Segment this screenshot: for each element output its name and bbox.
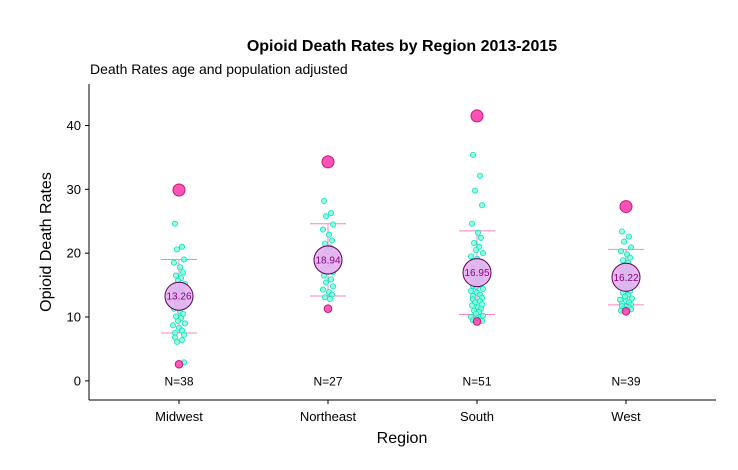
max-point bbox=[172, 183, 186, 197]
group-south: 16.95 N=51 bbox=[459, 109, 495, 388]
data-point bbox=[321, 240, 328, 247]
data-point bbox=[621, 238, 628, 245]
data-point bbox=[468, 302, 475, 309]
data-point bbox=[329, 221, 336, 228]
data-point bbox=[467, 287, 474, 294]
data-point bbox=[325, 231, 332, 238]
x-tick-label: South bbox=[460, 409, 494, 424]
y-tick-label: 0 bbox=[74, 373, 81, 388]
mean-label: 16.95 bbox=[464, 268, 489, 279]
data-point bbox=[469, 151, 476, 158]
data-point bbox=[176, 264, 183, 271]
data-point bbox=[327, 209, 334, 216]
data-point bbox=[476, 172, 483, 179]
data-point bbox=[326, 296, 333, 303]
data-point bbox=[171, 220, 178, 227]
data-point bbox=[479, 250, 486, 257]
data-point bbox=[178, 336, 185, 343]
data-point bbox=[470, 239, 477, 246]
data-point bbox=[321, 294, 328, 301]
data-point bbox=[328, 237, 335, 244]
mean-marker bbox=[611, 262, 641, 292]
mean-label: 16.22 bbox=[613, 273, 638, 284]
mean-marker bbox=[462, 258, 492, 288]
data-point bbox=[320, 197, 327, 204]
min-point bbox=[323, 304, 333, 314]
x-axis-title: Region bbox=[377, 430, 428, 447]
data-point bbox=[327, 276, 334, 283]
min-point bbox=[621, 306, 631, 316]
chart-title: Opioid Death Rates by Region 2013-2015 bbox=[247, 38, 557, 55]
y-axis-title: Opioid Death Rates bbox=[38, 172, 55, 312]
x-tick-label: Midwest bbox=[155, 409, 203, 424]
x-tick-label: Northeast bbox=[300, 409, 357, 424]
plot-area: 13.26 N=38 18.94 N=27 16.95 N=51 16.22 N=39 bbox=[161, 109, 644, 388]
data-point bbox=[468, 220, 475, 227]
data-point bbox=[178, 243, 185, 250]
max-point bbox=[619, 200, 633, 214]
n-count-label: N=38 bbox=[164, 374, 193, 388]
data-point bbox=[319, 226, 326, 233]
mean-label: 18.94 bbox=[315, 255, 340, 266]
mean-label: 13.26 bbox=[166, 292, 191, 303]
data-point bbox=[626, 233, 633, 240]
data-point bbox=[472, 246, 479, 253]
data-point bbox=[173, 338, 180, 345]
data-point bbox=[628, 244, 635, 251]
group-northeast: 18.94 N=27 bbox=[310, 155, 346, 388]
n-count-label: N=39 bbox=[611, 374, 640, 388]
min-point bbox=[174, 359, 184, 369]
max-point bbox=[470, 109, 484, 123]
min-point bbox=[472, 317, 482, 326]
x-axis-ticks: Midwest Northeast South West bbox=[155, 400, 641, 424]
data-point bbox=[174, 317, 181, 324]
data-point bbox=[322, 213, 329, 220]
n-count-label: N=27 bbox=[313, 374, 342, 388]
data-point bbox=[322, 279, 329, 286]
data-point bbox=[169, 322, 176, 329]
group-midwest: 13.26 N=38 bbox=[161, 183, 197, 388]
data-point bbox=[329, 283, 336, 290]
data-point bbox=[319, 286, 326, 293]
data-point bbox=[618, 248, 625, 255]
data-point bbox=[478, 202, 485, 209]
data-point bbox=[620, 257, 627, 264]
data-point bbox=[170, 259, 177, 266]
mean-marker bbox=[164, 281, 194, 311]
data-point bbox=[181, 320, 188, 327]
y-tick-label: 40 bbox=[67, 118, 81, 133]
x-tick-label: West bbox=[611, 409, 641, 424]
data-point bbox=[619, 228, 626, 235]
data-point bbox=[474, 229, 481, 236]
data-point bbox=[172, 272, 179, 279]
data-point bbox=[477, 234, 484, 241]
data-point bbox=[180, 256, 187, 263]
y-tick-label: 20 bbox=[67, 246, 81, 261]
data-point bbox=[627, 254, 634, 261]
chart-subtitle: Death Rates age and population adjusted bbox=[90, 61, 348, 77]
mean-marker bbox=[313, 245, 343, 275]
y-tick-label: 30 bbox=[67, 182, 81, 197]
data-point bbox=[467, 253, 474, 260]
data-point bbox=[479, 285, 486, 292]
max-point bbox=[321, 155, 335, 169]
data-point bbox=[173, 246, 180, 253]
group-west: 16.22 N=39 bbox=[608, 200, 644, 388]
y-tick-label: 10 bbox=[67, 310, 81, 325]
data-point bbox=[179, 269, 186, 276]
data-point bbox=[471, 187, 478, 194]
data-point bbox=[629, 295, 636, 302]
n-count-label: N=51 bbox=[462, 374, 491, 388]
y-axis-ticks: 0 10 20 30 40 bbox=[67, 118, 89, 388]
data-point bbox=[180, 331, 187, 338]
